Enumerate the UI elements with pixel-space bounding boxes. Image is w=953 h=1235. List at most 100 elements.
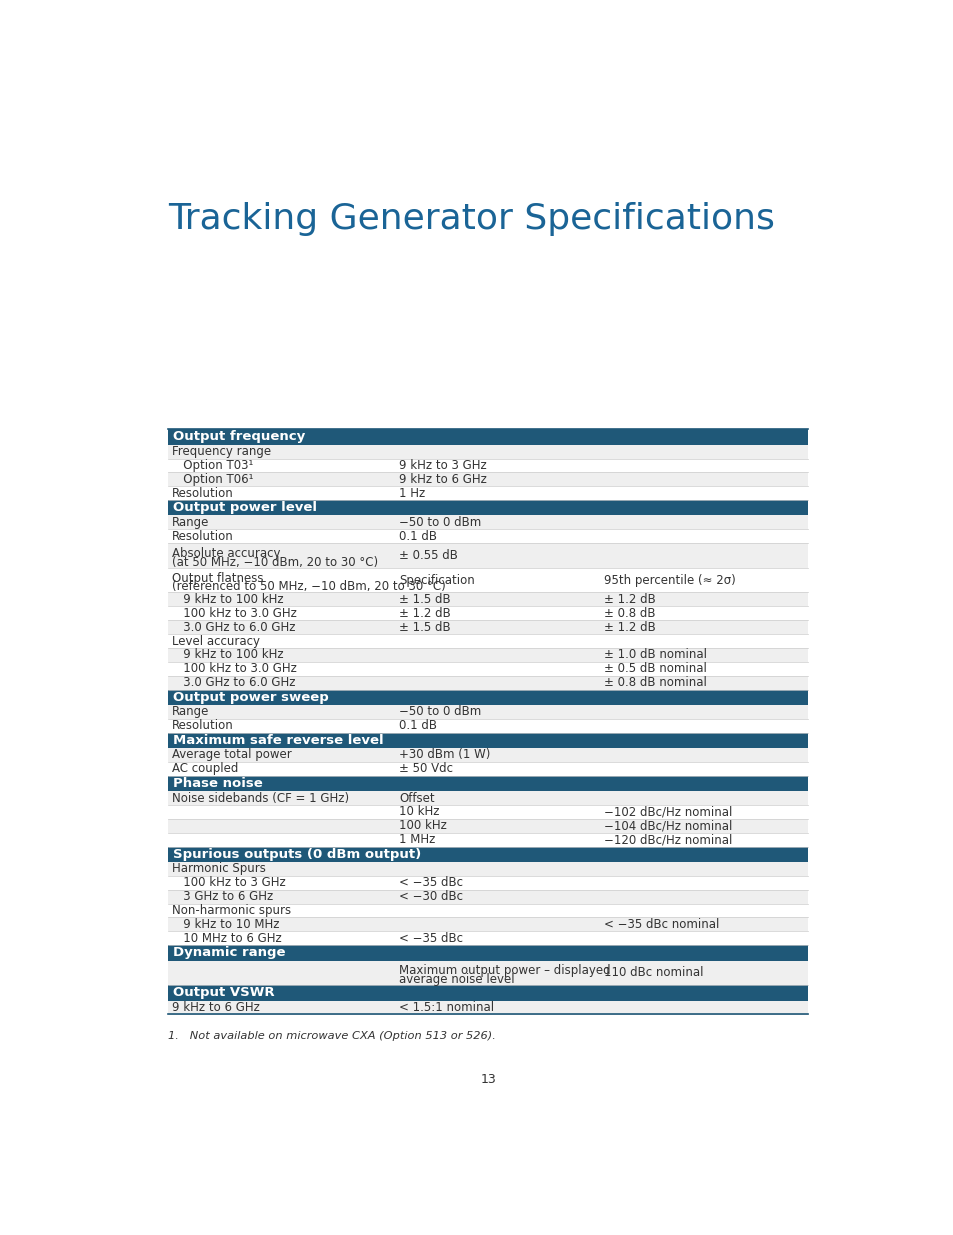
Text: ± 0.55 dB: ± 0.55 dB bbox=[398, 550, 457, 562]
Text: < −35 dBc nominal: < −35 dBc nominal bbox=[603, 918, 719, 931]
Bar bbox=[168, 593, 807, 606]
Text: < −35 dBc: < −35 dBc bbox=[398, 931, 463, 945]
Text: 100 kHz to 3.0 GHz: 100 kHz to 3.0 GHz bbox=[172, 662, 296, 676]
Text: −120 dBc/Hz nominal: −120 dBc/Hz nominal bbox=[603, 834, 732, 846]
Text: Offset: Offset bbox=[398, 792, 435, 804]
Text: −50 to 0 dBm: −50 to 0 dBm bbox=[398, 705, 481, 719]
Bar bbox=[168, 472, 807, 487]
Text: 1 MHz: 1 MHz bbox=[398, 834, 436, 846]
Text: Level accuracy: Level accuracy bbox=[172, 635, 259, 647]
Bar bbox=[168, 430, 807, 445]
Bar bbox=[168, 904, 807, 918]
Text: (at 50 MHz, −10 dBm, 20 to 30 °C): (at 50 MHz, −10 dBm, 20 to 30 °C) bbox=[172, 556, 377, 568]
Bar bbox=[168, 961, 807, 986]
Bar bbox=[168, 832, 807, 846]
Text: ± 1.2 dB: ± 1.2 dB bbox=[603, 593, 655, 606]
Text: Resolution: Resolution bbox=[172, 487, 233, 500]
Bar bbox=[168, 1000, 807, 1014]
Bar bbox=[168, 876, 807, 889]
Bar bbox=[168, 986, 807, 1000]
Text: Noise sidebands (CF = 1 GHz): Noise sidebands (CF = 1 GHz) bbox=[172, 792, 349, 804]
Text: ± 50 Vdc: ± 50 Vdc bbox=[398, 762, 453, 776]
Text: Output frequency: Output frequency bbox=[173, 431, 305, 443]
Text: Option T03¹: Option T03¹ bbox=[172, 459, 253, 472]
Text: −50 to 0 dBm: −50 to 0 dBm bbox=[398, 516, 481, 529]
Text: −102 dBc/Hz nominal: −102 dBc/Hz nominal bbox=[603, 805, 732, 819]
Bar bbox=[168, 530, 807, 543]
Text: Range: Range bbox=[172, 516, 209, 529]
Bar bbox=[168, 732, 807, 748]
Text: Range: Range bbox=[172, 705, 209, 719]
Text: 9 kHz to 6 GHz: 9 kHz to 6 GHz bbox=[398, 473, 487, 485]
Text: (referenced to 50 MHz, −10 dBm, 20 to 30 °C): (referenced to 50 MHz, −10 dBm, 20 to 30… bbox=[172, 580, 445, 593]
Bar bbox=[168, 487, 807, 500]
Text: −104 dBc/Hz nominal: −104 dBc/Hz nominal bbox=[603, 819, 732, 832]
Text: +30 dBm (1 W): +30 dBm (1 W) bbox=[398, 748, 490, 762]
Text: Harmonic Spurs: Harmonic Spurs bbox=[172, 862, 266, 876]
Text: 0.1 dB: 0.1 dB bbox=[398, 719, 436, 732]
Text: 1.   Not available on microwave CXA (Option 513 or 526).: 1. Not available on microwave CXA (Optio… bbox=[168, 1031, 496, 1041]
Text: 3.0 GHz to 6.0 GHz: 3.0 GHz to 6.0 GHz bbox=[172, 621, 295, 634]
Text: 9 kHz to 6 GHz: 9 kHz to 6 GHz bbox=[172, 1002, 259, 1014]
Text: 9 kHz to 100 kHz: 9 kHz to 100 kHz bbox=[172, 648, 283, 662]
Bar bbox=[168, 634, 807, 648]
Text: Spurious outputs (0 dBm output): Spurious outputs (0 dBm output) bbox=[173, 847, 421, 861]
Text: 9 kHz to 3 GHz: 9 kHz to 3 GHz bbox=[398, 459, 486, 472]
Text: Resolution: Resolution bbox=[172, 719, 233, 732]
Bar bbox=[168, 945, 807, 961]
Bar bbox=[168, 620, 807, 634]
Text: Option T06¹: Option T06¹ bbox=[172, 473, 253, 485]
Text: ± 0.5 dB nominal: ± 0.5 dB nominal bbox=[603, 662, 706, 676]
Text: Specification: Specification bbox=[398, 574, 475, 587]
Bar bbox=[168, 776, 807, 792]
Bar bbox=[168, 458, 807, 472]
Bar bbox=[168, 719, 807, 732]
Text: < −35 dBc: < −35 dBc bbox=[398, 877, 463, 889]
Text: 95th percentile (≈ 2σ): 95th percentile (≈ 2σ) bbox=[603, 574, 735, 587]
Bar bbox=[168, 819, 807, 832]
Bar bbox=[168, 445, 807, 458]
Text: Average total power: Average total power bbox=[172, 748, 292, 762]
Bar bbox=[168, 662, 807, 676]
Text: 0.1 dB: 0.1 dB bbox=[398, 530, 436, 542]
Text: Non-harmonic spurs: Non-harmonic spurs bbox=[172, 904, 291, 918]
Bar bbox=[168, 648, 807, 662]
Text: average noise level: average noise level bbox=[398, 973, 515, 986]
Text: < −30 dBc: < −30 dBc bbox=[398, 890, 463, 903]
Text: 9 kHz to 100 kHz: 9 kHz to 100 kHz bbox=[172, 593, 283, 606]
Bar bbox=[168, 889, 807, 904]
Text: Output VSWR: Output VSWR bbox=[173, 987, 274, 999]
Bar bbox=[168, 846, 807, 862]
Text: Phase noise: Phase noise bbox=[173, 777, 263, 790]
Text: Output power sweep: Output power sweep bbox=[173, 690, 329, 704]
Text: ± 1.5 dB: ± 1.5 dB bbox=[398, 593, 451, 606]
Bar bbox=[168, 805, 807, 819]
Text: Output flatness: Output flatness bbox=[172, 572, 263, 584]
Bar bbox=[168, 606, 807, 620]
Text: 110 dBc nominal: 110 dBc nominal bbox=[603, 966, 702, 979]
Text: Output power level: Output power level bbox=[173, 501, 317, 514]
Text: < 1.5:1 nominal: < 1.5:1 nominal bbox=[398, 1002, 494, 1014]
Text: ± 0.8 dB nominal: ± 0.8 dB nominal bbox=[603, 676, 706, 689]
Text: ± 0.8 dB: ± 0.8 dB bbox=[603, 606, 655, 620]
Bar bbox=[168, 918, 807, 931]
Text: 100 kHz to 3.0 GHz: 100 kHz to 3.0 GHz bbox=[172, 606, 296, 620]
Text: Maximum output power – displayed: Maximum output power – displayed bbox=[398, 965, 610, 977]
Text: 3 GHz to 6 GHz: 3 GHz to 6 GHz bbox=[172, 890, 273, 903]
Text: 1 Hz: 1 Hz bbox=[398, 487, 425, 500]
Text: 3.0 GHz to 6.0 GHz: 3.0 GHz to 6.0 GHz bbox=[172, 676, 295, 689]
Bar bbox=[168, 792, 807, 805]
Text: 100 kHz to 3 GHz: 100 kHz to 3 GHz bbox=[172, 877, 285, 889]
Text: Frequency range: Frequency range bbox=[172, 445, 271, 458]
Text: ± 1.2 dB: ± 1.2 dB bbox=[603, 621, 655, 634]
Text: Absolute accuracy: Absolute accuracy bbox=[172, 547, 280, 559]
Bar bbox=[168, 748, 807, 762]
Text: Maximum safe reverse level: Maximum safe reverse level bbox=[173, 734, 384, 747]
Bar bbox=[168, 568, 807, 593]
Bar bbox=[168, 705, 807, 719]
Text: ± 1.5 dB: ± 1.5 dB bbox=[398, 621, 451, 634]
Text: Resolution: Resolution bbox=[172, 530, 233, 542]
Text: 9 kHz to 10 MHz: 9 kHz to 10 MHz bbox=[172, 918, 279, 931]
Bar bbox=[168, 543, 807, 568]
Text: ± 1.2 dB: ± 1.2 dB bbox=[398, 606, 451, 620]
